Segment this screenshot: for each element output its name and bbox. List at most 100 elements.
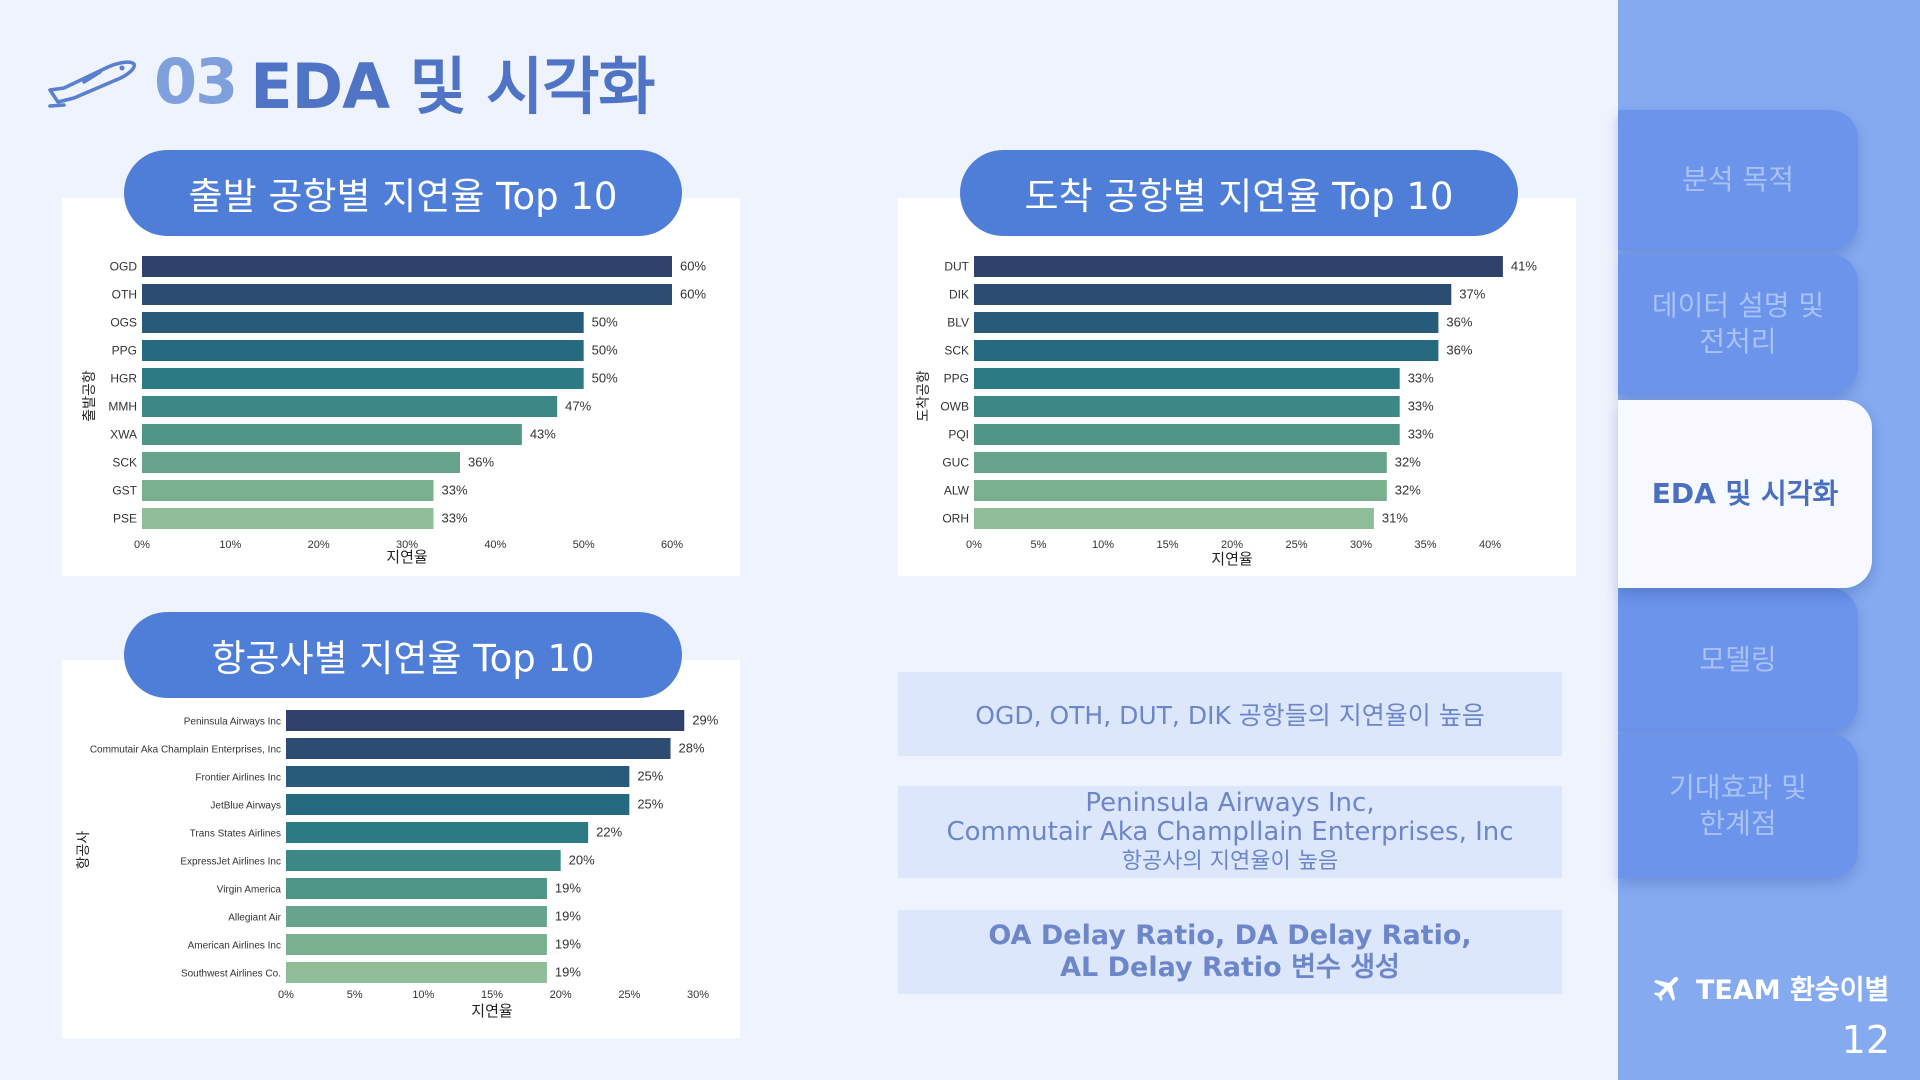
nav-label: 분석 목적 <box>1682 163 1794 196</box>
arr-chart-panel: DUT 41% DIK 37% BLV 36% SCK 36% PPG 33% OWB 33% PQI 3… <box>898 198 1576 576</box>
tick-label: 5% <box>1031 539 1047 551</box>
page-number: 12 <box>1841 1018 1890 1062</box>
tick-label: 40% <box>484 539 506 551</box>
bar <box>974 452 1387 473</box>
insight-variables-line1: OA Delay Ratio, DA Delay Ratio, <box>988 920 1472 951</box>
value-label: 32% <box>1395 455 1421 470</box>
dep-chart-panel: OGD 60% OTH 60% OGS 50% PPG 50% HGR 50% MMH 47% XWA 4… <box>62 198 740 576</box>
bar <box>974 340 1439 361</box>
bar <box>974 424 1400 445</box>
section-title: EDA 및 시각화 <box>250 50 655 123</box>
team-name: TEAM 환승이별 <box>1696 975 1890 1006</box>
value-label: 25% <box>637 769 663 784</box>
x-axis-label: 지연율 <box>386 549 427 566</box>
value-label: 50% <box>592 343 618 358</box>
tick-label: 30% <box>687 989 709 1001</box>
dep-airport-chart: OGD 60% OTH 60% OGS 50% PPG 50% HGR 50% MMH 47% XWA 4… <box>81 256 706 566</box>
bar <box>142 452 460 473</box>
slide-title: 03 EDA 및 시각화 <box>44 36 655 126</box>
airline-chart-title: 항공사별 지연율 Top 10 <box>124 612 682 698</box>
value-label: 32% <box>1395 483 1421 498</box>
tick-label: 30% <box>1350 539 1372 551</box>
section-number: 03 <box>154 44 238 118</box>
category-label: PPG <box>944 372 969 386</box>
tick-label: 0% <box>966 539 982 551</box>
category-label: MMH <box>108 400 137 414</box>
bar <box>286 878 547 899</box>
bar <box>286 794 630 815</box>
tick-label: 40% <box>1479 539 1501 551</box>
bar <box>142 312 584 333</box>
airplane-icon <box>1653 976 1679 1001</box>
category-label: DUT <box>944 260 969 274</box>
bar <box>974 312 1439 333</box>
tick-label: 10% <box>219 539 241 551</box>
value-label: 22% <box>596 825 622 840</box>
nav-item-expectations[interactable]: 기대효과 및 한계점 <box>1618 734 1858 878</box>
category-label: PQI <box>948 428 969 442</box>
value-label: 37% <box>1459 287 1485 302</box>
category-label: Commutair Aka Champlain Enterprises, Inc <box>90 745 281 756</box>
value-label: 33% <box>442 511 468 526</box>
category-label: HGR <box>110 372 137 386</box>
bar <box>142 396 558 417</box>
bar <box>142 340 584 361</box>
x-axis-label: 지연율 <box>1211 551 1252 568</box>
category-label: Peninsula Airways Inc <box>184 717 281 728</box>
value-label: 19% <box>555 937 581 952</box>
insight-airlines-line1: Peninsula Airways Inc, <box>1085 787 1375 818</box>
value-label: 36% <box>1446 343 1472 358</box>
insight-box-variables: OA Delay Ratio, DA Delay Ratio, AL Delay… <box>898 910 1562 994</box>
value-label: 33% <box>442 483 468 498</box>
category-label: ExpressJet Airlines Inc <box>180 857 281 868</box>
category-label: PSE <box>113 512 137 526</box>
category-label: PPG <box>112 344 137 358</box>
insight-airlines-line2: Commutair Aka Champllain Enterprises, In… <box>946 816 1514 847</box>
arr-airport-chart: DUT 41% DIK 37% BLV 36% SCK 36% PPG 33% OWB 33% PQI 3… <box>915 256 1537 568</box>
airline-chart-panel: Peninsula Airways Inc 29% Commutair Aka Ch… <box>62 660 740 1038</box>
nav-label: 기대효과 및 한계점 <box>1669 771 1807 840</box>
nav-label: 데이터 설명 및 전처리 <box>1651 289 1825 358</box>
arr-chart-title: 도착 공항별 지연율 Top 10 <box>960 150 1518 236</box>
insight-airports-text: OGD, OTH, DUT, DIK 공항들의 지연율이 높음 <box>975 701 1485 730</box>
tick-label: 5% <box>347 989 363 1001</box>
category-label: Frontier Airlines Inc <box>195 773 281 784</box>
bar <box>142 284 672 305</box>
nav-item-modeling[interactable]: 모델링 <box>1618 588 1858 732</box>
value-label: 20% <box>569 853 595 868</box>
value-label: 29% <box>692 713 718 728</box>
insight-airlines-line3: 항공사의 지연율이 높음 <box>1121 848 1339 874</box>
bar <box>286 710 685 731</box>
nav-item-eda[interactable]: EDA 및 시각화 <box>1618 400 1872 588</box>
value-label: 36% <box>468 455 494 470</box>
x-axis-label: 지연율 <box>471 1003 512 1020</box>
category-label: ALW <box>944 484 970 498</box>
bar <box>286 906 547 927</box>
value-label: 19% <box>555 965 581 980</box>
slide-main: 03 EDA 및 시각화 OGD 60% OTH 60% OGS 50% PPG 50% HGR… <box>44 36 1576 1038</box>
value-label: 31% <box>1382 511 1408 526</box>
category-label: XWA <box>110 428 137 442</box>
tick-label: 20% <box>308 539 330 551</box>
tick-label: 30% <box>396 539 418 551</box>
tick-label: 0% <box>134 539 150 551</box>
category-label: OGD <box>110 260 138 274</box>
team-label: TEAM 환승이별 <box>1650 968 1889 1007</box>
bar <box>286 962 547 983</box>
value-label: 33% <box>1408 427 1434 442</box>
tick-label: 0% <box>278 989 294 1001</box>
category-label: DIK <box>949 288 969 302</box>
category-label: BLV <box>947 316 969 330</box>
nav-item-purpose[interactable]: 분석 목적 <box>1618 110 1858 250</box>
category-label: GST <box>112 484 137 498</box>
value-label: 50% <box>592 371 618 386</box>
bar <box>974 256 1503 277</box>
bar <box>142 368 584 389</box>
airline-chart: Peninsula Airways Inc 29% Commutair Aka Ch… <box>75 710 719 1020</box>
nav-item-data[interactable]: 데이터 설명 및 전처리 <box>1618 254 1858 394</box>
tick-label: 20% <box>1221 539 1243 551</box>
value-label: 33% <box>1408 371 1434 386</box>
y-axis-label: 출발공항 <box>81 370 97 422</box>
category-label: Allegiant Air <box>228 913 281 924</box>
value-label: 47% <box>565 399 591 414</box>
